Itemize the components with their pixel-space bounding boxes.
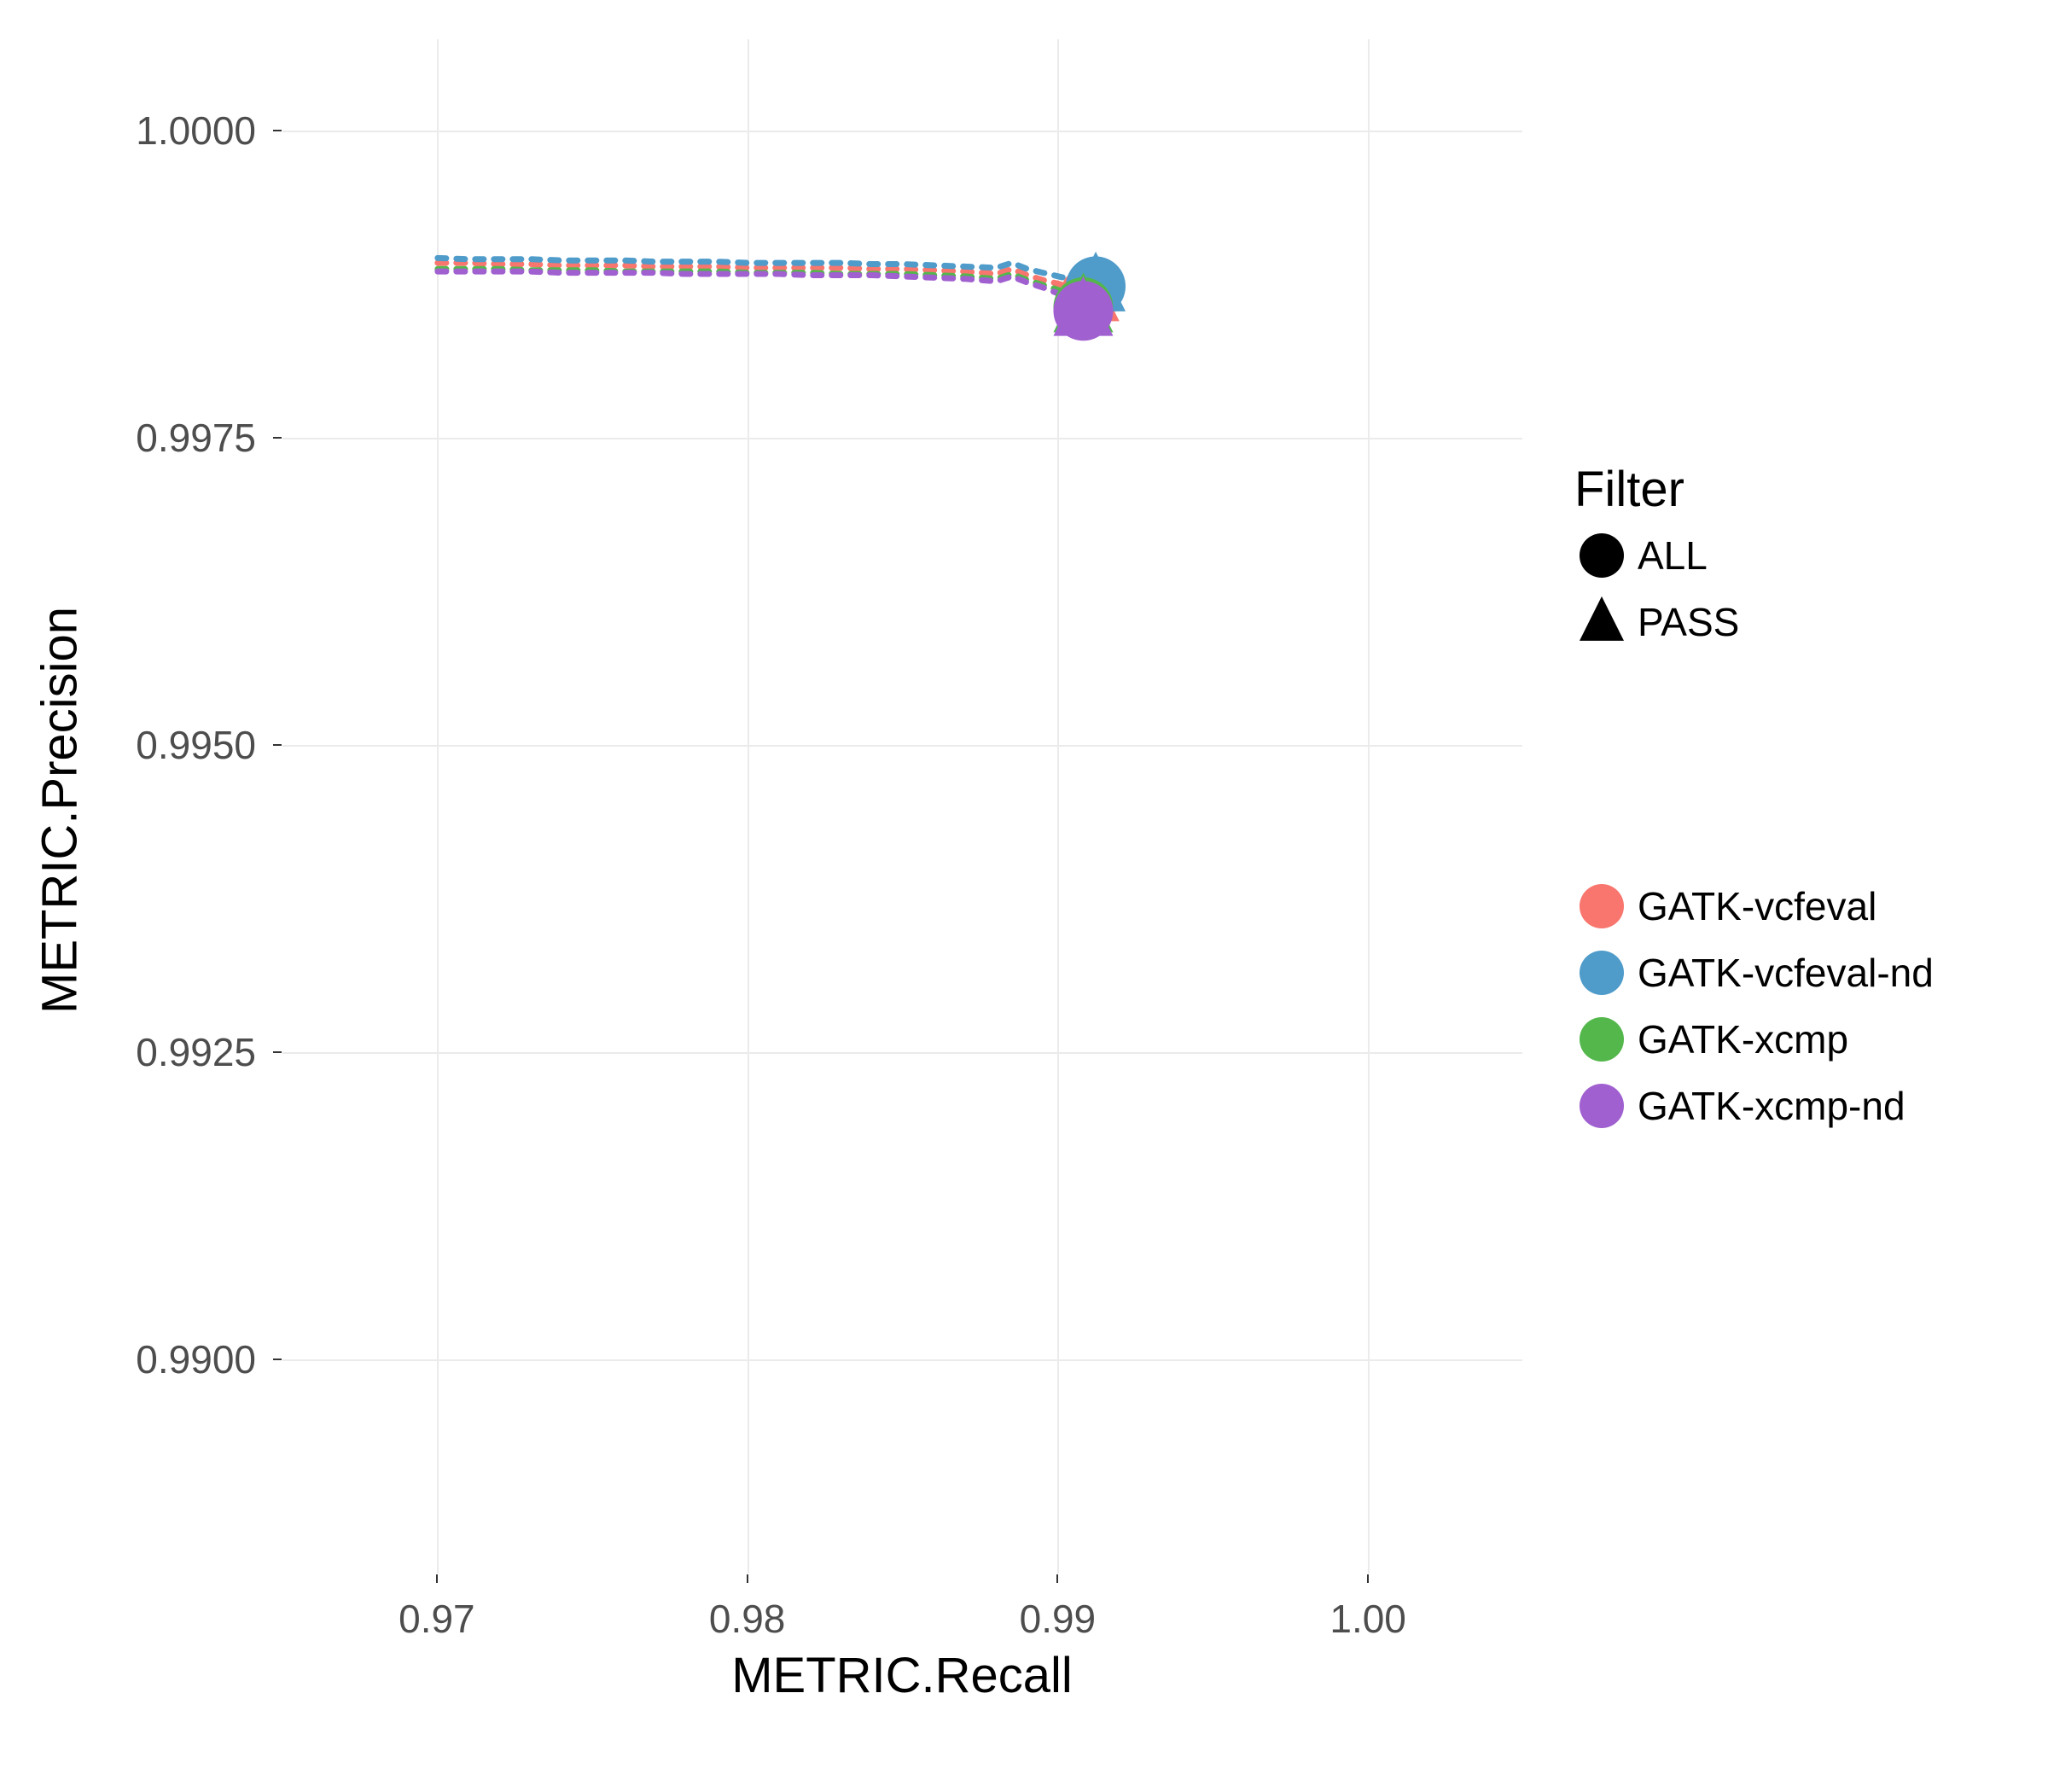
legend-color-item: GATK-xcmp-nd	[1574, 1079, 1934, 1133]
x-axis-tick	[1367, 1574, 1369, 1583]
y-axis-tick	[273, 1359, 282, 1360]
circle-icon	[1574, 1079, 1629, 1133]
x-tick-label: 0.98	[709, 1596, 786, 1642]
circle-icon	[1574, 879, 1629, 934]
y-tick-label: 0.9925	[136, 1029, 256, 1075]
y-axis-tick	[273, 744, 282, 746]
legend-filter-item: ALL	[1574, 528, 1739, 583]
y-tick-label: 0.9950	[136, 722, 256, 768]
y-tick-label: 0.9900	[136, 1336, 256, 1382]
triangle-icon	[1574, 595, 1629, 649]
y-tick-label: 0.9975	[136, 415, 256, 461]
legend-filter-item: PASS	[1574, 595, 1739, 649]
legend-color-item: GATK-xcmp	[1574, 1012, 1934, 1067]
legend-color-item: GATK-vcfeval-nd	[1574, 945, 1934, 1000]
circle-icon	[1574, 528, 1629, 583]
legend-color-label: GATK-xcmp	[1638, 1016, 1848, 1062]
y-axis-tick	[273, 130, 282, 131]
legend-filter-label: ALL	[1638, 532, 1708, 579]
legend-filter: Filter ALL PASS	[1574, 461, 1739, 661]
legend-color-item: GATK-vcfeval	[1574, 879, 1934, 934]
legend-color-label: GATK-xcmp-nd	[1638, 1083, 1905, 1129]
x-axis-tick	[747, 1574, 748, 1583]
legend-filter-title: Filter	[1574, 461, 1739, 518]
figure-container: { "chart": { "type": "scatter+line", "ba…	[0, 0, 2048, 1792]
x-axis-tick	[1056, 1574, 1058, 1583]
circle-icon	[1574, 945, 1629, 1000]
legend-color-label: GATK-vcfeval	[1638, 883, 1876, 929]
legend-color: GATK-vcfeval GATK-vcfeval-nd GATK-xcmp GATK…	[1574, 879, 1934, 1145]
chart-svg	[282, 39, 1524, 1575]
y-tick-label: 1.0000	[136, 108, 256, 154]
x-tick-label: 0.97	[399, 1596, 475, 1642]
x-axis-title: METRIC.Recall	[731, 1647, 1073, 1704]
x-axis-tick	[436, 1574, 438, 1583]
x-tick-label: 1.00	[1329, 1596, 1406, 1642]
legend-color-label: GATK-vcfeval-nd	[1638, 950, 1934, 996]
y-axis-tick	[273, 1051, 282, 1053]
y-axis-title: METRIC.Precision	[32, 555, 89, 1067]
legend-filter-label: PASS	[1638, 599, 1739, 645]
circle-icon	[1574, 1012, 1629, 1067]
y-axis-tick	[273, 437, 282, 439]
plot-panel	[282, 38, 1523, 1574]
x-tick-label: 0.99	[1020, 1596, 1097, 1642]
